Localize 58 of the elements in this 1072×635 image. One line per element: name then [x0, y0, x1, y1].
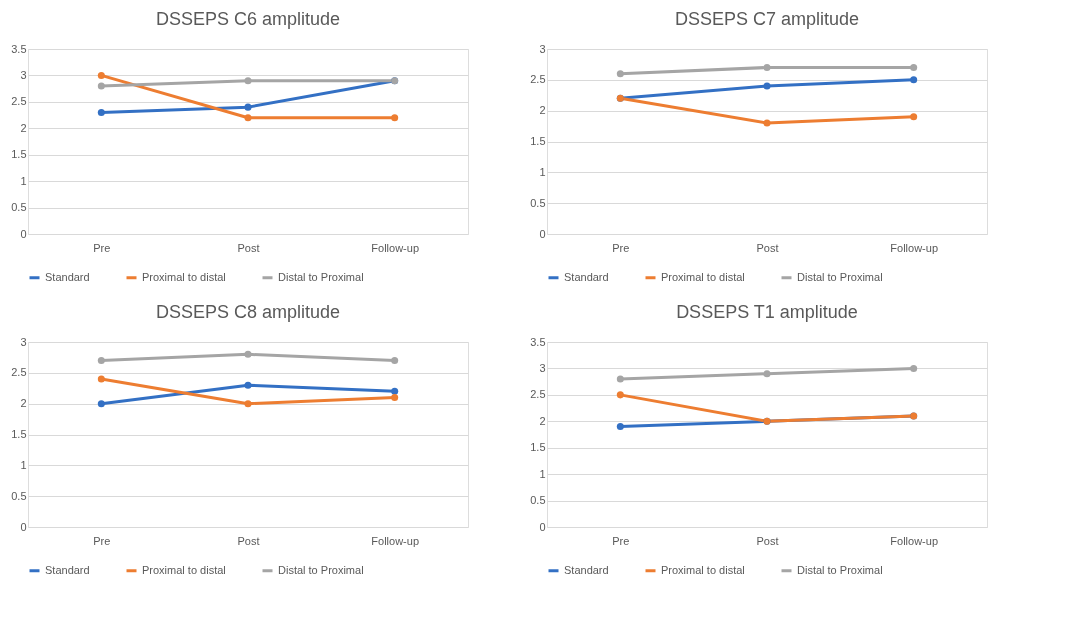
x-tick-label: Post	[237, 534, 260, 547]
x-tick-label: Follow-up	[371, 241, 420, 254]
legend-label: Distal to Proximal	[278, 270, 364, 283]
y-tick-label: 1.5	[11, 428, 27, 440]
x-tick-label: Pre	[612, 534, 630, 547]
y-tick-label: 2.5	[530, 388, 546, 401]
x-tick-label: Pre	[93, 534, 111, 547]
legend-label: Standard	[45, 270, 90, 283]
y-tick-label: 1	[20, 458, 27, 471]
y-tick-label: 1	[539, 467, 546, 480]
y-tick-label: 2	[539, 104, 546, 117]
y-tick-label: 1.5	[530, 441, 546, 454]
y-tick-label: 2	[20, 397, 27, 410]
legend-label: Proximal to distal	[142, 563, 226, 576]
y-tick-label: 3	[539, 361, 546, 374]
x-tick-label: Post	[237, 241, 260, 254]
x-tick-label: Post	[756, 534, 779, 547]
y-tick-label: 0.5	[11, 489, 27, 502]
x-tick-label: Pre	[93, 241, 111, 254]
y-tick-label: 3.5	[11, 42, 27, 55]
legend-label: Proximal to distal	[661, 270, 745, 283]
y-tick-label: 2.5	[530, 73, 546, 86]
y-tick-label: 0.5	[530, 196, 546, 209]
y-tick-label: 1.5	[530, 135, 546, 147]
x-tick-label: Follow-up	[371, 534, 420, 547]
x-tick-label: Post	[756, 241, 779, 254]
x-tick-label: Follow-up	[890, 534, 939, 547]
y-tick-label: 0	[20, 520, 27, 533]
y-tick-label: 0	[539, 520, 546, 533]
chart-title: DSSEPS C7 amplitude	[674, 9, 860, 29]
y-tick-label: 3	[20, 68, 27, 81]
y-tick-label: 0	[20, 227, 27, 240]
legend-label: Standard	[564, 270, 609, 283]
y-tick-label: 1.5	[11, 148, 27, 161]
y-tick-label: 0.5	[11, 201, 27, 214]
y-tick-label: 1	[539, 165, 546, 178]
chart-title: DSSEPS C6 amplitude	[155, 9, 341, 29]
legend-label: Distal to Proximal	[797, 270, 883, 283]
y-tick-label: 2.5	[11, 95, 27, 108]
y-tick-label: 2.5	[11, 366, 27, 379]
y-tick-label: 0.5	[530, 494, 546, 507]
y-tick-label: 1	[20, 174, 27, 187]
chart-title: DSSEPS C8 amplitude	[155, 302, 341, 322]
legend-label: Proximal to distal	[661, 563, 745, 576]
y-tick-label: 2	[539, 414, 546, 427]
legend-label: Distal to Proximal	[797, 563, 883, 576]
legend-label: Standard	[45, 563, 90, 576]
y-tick-label: 3.5	[530, 335, 546, 348]
y-tick-label: 0	[539, 227, 546, 240]
legend-label: Standard	[564, 563, 609, 576]
legend-label: Proximal to distal	[142, 270, 226, 283]
x-tick-label: Pre	[612, 241, 630, 254]
y-tick-label: 3	[20, 335, 27, 348]
chart-title: DSSEPS T1 amplitude	[676, 302, 858, 322]
y-tick-label: 2	[20, 121, 27, 134]
x-tick-label: Follow-up	[890, 241, 939, 254]
y-tick-label: 3	[539, 42, 546, 55]
legend-label: Distal to Proximal	[278, 563, 364, 576]
